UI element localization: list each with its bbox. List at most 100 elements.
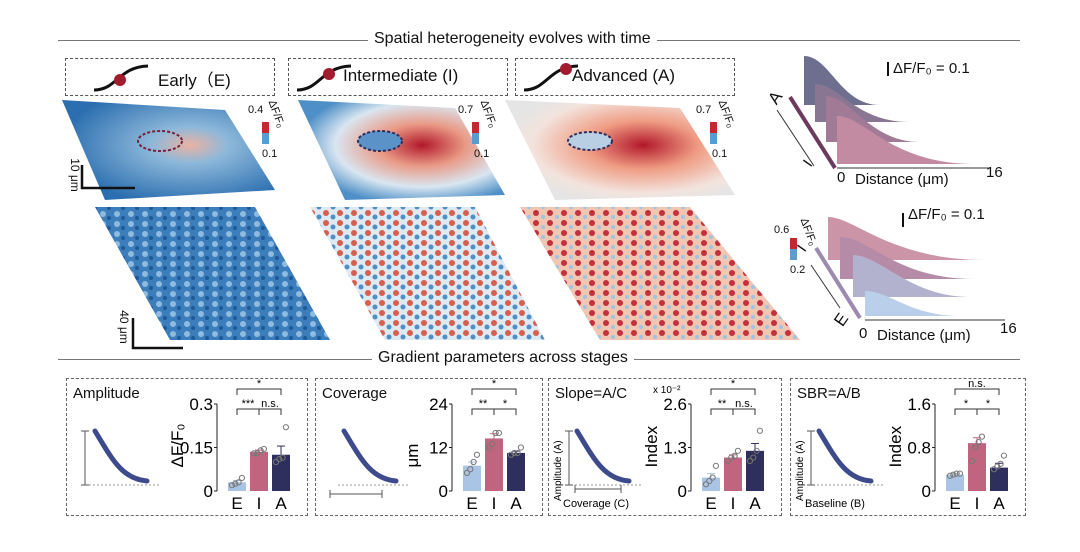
data-point [279,454,286,461]
stage-label: Early（E) [158,71,231,90]
y-tick-label: 0 [439,482,448,501]
data-point [495,429,502,437]
panel-sbr: SBR=A/B Amplitude (A) Baseline (B) 0 0.8 1.6 I… [790,378,1026,516]
data-point [238,474,245,482]
sig-ei-label: * [964,398,969,410]
data-point [975,438,982,446]
data-point [712,462,719,470]
panel-coverage: Coverage 0 12 24 μm E I A ** * * [315,378,543,516]
x-tick-label: A [749,494,761,513]
bar-I [968,443,986,491]
data-point [250,450,258,457]
x-start: 0 [837,169,846,186]
sig-ea-label: * [731,379,736,390]
colorbar-min: 0.1 [474,148,490,160]
x-start: 0 [859,325,868,342]
data-point [702,481,710,488]
colorbar-max: 0.7 [696,104,712,116]
data-point [997,460,1004,467]
data-point [507,451,515,458]
data-point [257,447,264,454]
data-point [734,447,741,454]
x-tick-label: I [492,494,497,513]
data-point [485,444,493,451]
sig-ia-bracket [258,408,282,415]
data-point [232,480,239,487]
y-tick-label: 0.8 [907,439,931,458]
schematic-y-label: Amplitude (A) [795,440,806,501]
data-point [276,456,283,463]
bar-chart: 0 0.15 0.3ΔF/F₀ E I A *** n.s. * [81,378,290,513]
colorbar-max: 0.6 [774,224,790,236]
y-tick-label: 12 [429,439,448,458]
sig-ea-label: * [257,379,262,390]
schematic-y-label: Amplitude (A) [553,440,564,501]
schematic-x-label: Baseline (B) [805,498,865,510]
x-tick-label: I [731,494,736,513]
data-point [514,449,521,457]
y-multiplier: x 10⁻² [653,385,681,396]
data-point [972,444,979,451]
data-point [470,458,477,466]
colorbar-min: 0.1 [712,148,728,160]
y-tick-label: 2.6 [663,395,687,414]
sig-ia-bracket [976,408,1000,415]
heatmap-advanced-large [520,207,800,340]
x-tick-label: E [705,494,716,513]
panel-amplitude: Amplitude 0 0.15 0.3 ΔF/F₀ E I A *** n.s. * [66,378,308,516]
y-tick-label: 0 [678,482,687,501]
schematic-curve [341,428,399,484]
stage-label: Advanced (A) [572,66,675,85]
x-tick-label: I [975,494,980,513]
amplitude-bracket [81,430,89,486]
profile-plots [776,56,1005,321]
data-point [956,470,963,477]
data-point [706,477,713,485]
stage-advanced: Advanced (A) [515,58,735,96]
data-point [282,424,289,431]
heatmap-intermediate [298,100,505,200]
sig-ia-bracket [732,408,756,415]
x-tick-label: I [257,494,262,513]
sig-ea-bracket [954,388,1000,395]
schematic-curve [574,428,632,484]
heatmap-intermediate-large [310,207,545,340]
scalebar-top [80,165,135,190]
coverage-bracket [574,485,622,493]
arrow-icon [810,264,841,309]
x-label: Distance (μm) [855,171,949,188]
profile-scale: ΔF/F₀ = 0.1 [908,206,985,223]
data-point [260,445,267,453]
sig-ia-label: * [503,398,508,410]
stage-label: Intermediate (I) [343,66,459,85]
data-point [953,470,960,477]
scalebar-top-label: 10 μm [67,158,82,192]
amplitude-bracket [565,430,573,486]
panel-title: Slope=A/C [555,385,628,402]
sig-ia-label: * [986,398,991,410]
amplitude-bracket [807,430,815,486]
heatmap-early [62,100,275,200]
bar-A [507,452,525,491]
schematic-curve [92,428,150,484]
scalebar-bottom-label: 40 μm [116,310,131,344]
y-tick-label: 1.3 [663,439,687,458]
schematic-curve [816,428,874,484]
y-tick-label: 24 [429,395,448,414]
section-title-top: Spatial heterogeneity evolves with time [368,30,657,48]
sig-ei-label: ** [718,398,727,410]
bar-E [228,482,246,491]
coverage-bracket [329,490,383,498]
colorbar-min: 0.2 [790,264,806,276]
sigmoid-icon [296,64,352,92]
sig-ei-label: *** [242,398,256,410]
colorbar-min: 0.1 [262,148,278,160]
bar-I [485,438,503,491]
colorbar-max: 0.7 [458,104,474,116]
y-tick-label: 0 [204,482,213,501]
section-title-bottom: Gradient parameters across stages [372,349,634,367]
y-axis-label: ΔF/F₀ [168,424,187,468]
